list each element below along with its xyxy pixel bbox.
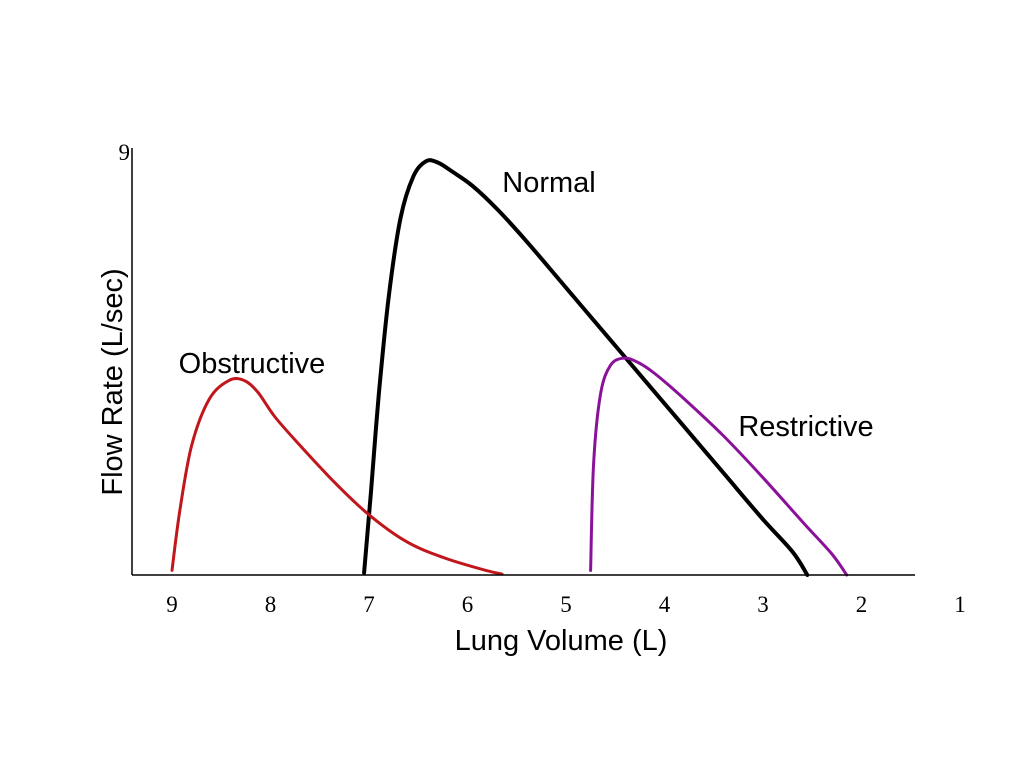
series-line-obstructive bbox=[170, 377, 504, 576]
series-layer bbox=[170, 158, 849, 577]
series-line-restrictive bbox=[589, 356, 849, 577]
series-label-obstructive: Obstructive bbox=[179, 348, 326, 380]
x-axis-label: Lung Volume (L) bbox=[455, 625, 668, 657]
y-tick-labels: 9 bbox=[119, 140, 131, 165]
y-tick-label: 9 bbox=[119, 140, 131, 165]
series-labels: Normal Obstructive Restrictive bbox=[179, 167, 874, 443]
x-tick-label: 2 bbox=[856, 592, 868, 617]
x-tick-label: 9 bbox=[166, 592, 178, 617]
x-tick-label: 3 bbox=[757, 592, 769, 617]
x-tick-label: 1 bbox=[954, 592, 966, 617]
y-axis-label: Flow Rate (L/sec) bbox=[97, 268, 129, 495]
series-label-normal: Normal bbox=[502, 167, 595, 199]
x-tick-label: 5 bbox=[560, 592, 572, 617]
x-tick-labels: 9 8 7 6 5 4 3 2 1 bbox=[166, 592, 966, 617]
x-tick-label: 8 bbox=[265, 592, 277, 617]
x-tick-label: 4 bbox=[659, 592, 671, 617]
series-label-restrictive: Restrictive bbox=[738, 411, 873, 443]
x-tick-label: 6 bbox=[462, 592, 474, 617]
series-line-normal bbox=[362, 158, 810, 577]
x-tick-label: 7 bbox=[363, 592, 375, 617]
